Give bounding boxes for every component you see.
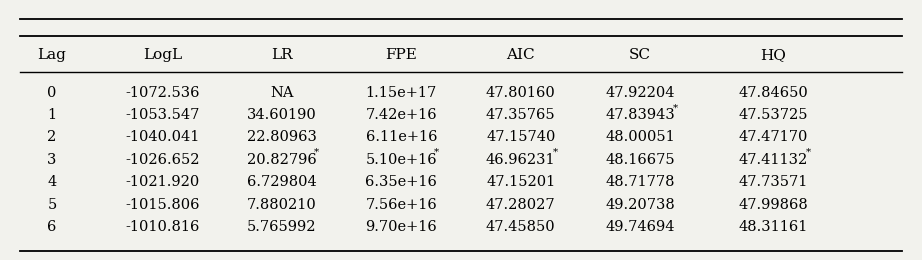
Text: Lag: Lag	[38, 48, 66, 62]
Text: *: *	[806, 148, 811, 157]
Text: NA: NA	[270, 86, 293, 100]
Text: 47.15201: 47.15201	[486, 175, 555, 189]
Text: 49.20738: 49.20738	[606, 198, 675, 212]
Text: 6.729804: 6.729804	[247, 175, 316, 189]
Text: 7.880210: 7.880210	[247, 198, 316, 212]
Text: 48.31161: 48.31161	[739, 220, 809, 234]
Text: 6.35e+16: 6.35e+16	[365, 175, 437, 189]
Text: 47.73571: 47.73571	[739, 175, 809, 189]
Text: 48.71778: 48.71778	[606, 175, 675, 189]
Text: *: *	[314, 148, 319, 157]
Text: HQ: HQ	[761, 48, 786, 62]
Text: FPE: FPE	[385, 48, 417, 62]
Text: *: *	[673, 103, 678, 112]
Text: 47.80160: 47.80160	[486, 86, 556, 100]
Text: 5: 5	[47, 198, 56, 212]
Text: 48.16675: 48.16675	[606, 153, 675, 167]
Text: 9.70e+16: 9.70e+16	[365, 220, 437, 234]
Text: -1010.816: -1010.816	[125, 220, 199, 234]
Text: 34.60190: 34.60190	[247, 108, 316, 122]
Text: 22.80963: 22.80963	[247, 131, 316, 145]
Text: 5.765992: 5.765992	[247, 220, 316, 234]
Text: 0: 0	[47, 86, 56, 100]
Text: 6: 6	[47, 220, 56, 234]
Text: 47.47170: 47.47170	[739, 131, 809, 145]
Text: *: *	[433, 148, 439, 157]
Text: AIC: AIC	[506, 48, 535, 62]
Text: 2: 2	[47, 131, 56, 145]
Text: 47.99868: 47.99868	[739, 198, 809, 212]
Text: LogL: LogL	[143, 48, 182, 62]
Text: 48.00051: 48.00051	[606, 131, 675, 145]
Text: 3: 3	[47, 153, 56, 167]
Text: -1072.536: -1072.536	[125, 86, 199, 100]
Text: 47.84650: 47.84650	[739, 86, 809, 100]
Text: 6.11e+16: 6.11e+16	[365, 131, 437, 145]
Text: 5.10e+16: 5.10e+16	[365, 153, 437, 167]
Text: -1053.547: -1053.547	[125, 108, 199, 122]
Text: 47.92204: 47.92204	[606, 86, 675, 100]
Text: *: *	[553, 148, 558, 157]
Text: 1.15e+17: 1.15e+17	[366, 86, 437, 100]
Text: 7.56e+16: 7.56e+16	[365, 198, 437, 212]
Text: -1040.041: -1040.041	[125, 131, 199, 145]
Text: 46.96231: 46.96231	[486, 153, 556, 167]
Text: LR: LR	[271, 48, 292, 62]
Text: -1021.920: -1021.920	[125, 175, 199, 189]
Text: 49.74694: 49.74694	[606, 220, 675, 234]
Text: 47.35765: 47.35765	[486, 108, 556, 122]
Text: 47.45850: 47.45850	[486, 220, 556, 234]
Text: 47.15740: 47.15740	[486, 131, 555, 145]
Text: -1026.652: -1026.652	[125, 153, 199, 167]
Text: -1015.806: -1015.806	[125, 198, 199, 212]
Text: 47.53725: 47.53725	[739, 108, 809, 122]
Text: 47.28027: 47.28027	[486, 198, 556, 212]
Text: SC: SC	[629, 48, 651, 62]
Text: 20.82796: 20.82796	[247, 153, 316, 167]
Text: 47.83943: 47.83943	[606, 108, 675, 122]
Text: 1: 1	[47, 108, 56, 122]
Text: 47.41132: 47.41132	[739, 153, 809, 167]
Text: 7.42e+16: 7.42e+16	[365, 108, 437, 122]
Text: 4: 4	[47, 175, 56, 189]
